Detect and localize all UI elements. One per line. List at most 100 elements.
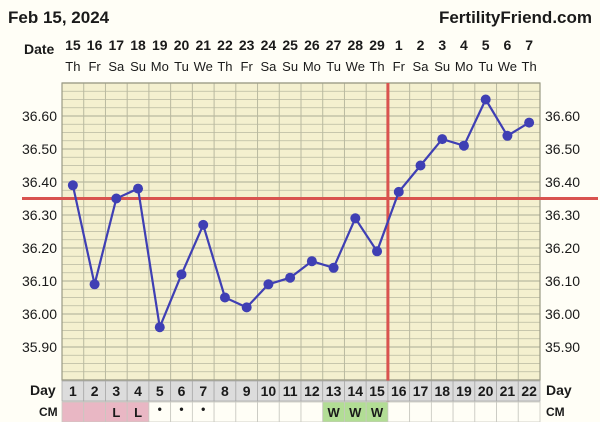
cm-cell xyxy=(278,401,302,422)
date-label: 6 xyxy=(504,37,512,53)
weekday-label: Mo xyxy=(151,59,169,74)
temperature-point xyxy=(415,160,426,171)
date-label: 21 xyxy=(195,37,211,53)
weekday-label: Fr xyxy=(241,59,254,74)
cm-entry: L xyxy=(112,405,120,420)
weekday-label: Mo xyxy=(455,59,473,74)
date-label: 16 xyxy=(87,37,103,53)
temperature-point xyxy=(393,186,404,197)
cm-cell xyxy=(409,401,432,422)
day-number: 17 xyxy=(413,383,429,399)
day-cell xyxy=(517,380,541,402)
y-tick-label-right: 36.50 xyxy=(545,141,580,157)
y-tick-label-left: 36.00 xyxy=(22,306,57,322)
day-row-label-right: Day xyxy=(546,382,572,398)
temperature-point xyxy=(350,213,361,224)
day-number: 11 xyxy=(283,383,298,399)
y-tick-label-left: 36.20 xyxy=(22,240,57,256)
weekday-label: Tu xyxy=(478,59,493,74)
temperature-line xyxy=(71,97,530,332)
temperature-point xyxy=(198,219,209,230)
day-number: 7 xyxy=(199,383,207,399)
y-tick-label-left: 36.60 xyxy=(22,108,57,124)
y-tick-label-right: 36.00 xyxy=(545,306,580,322)
day-number: 9 xyxy=(243,383,251,399)
weekday-label: We xyxy=(194,59,213,74)
cm-cell xyxy=(387,401,411,422)
y-tick-label-left: 36.50 xyxy=(22,141,57,157)
temperature-point xyxy=(306,256,317,267)
temperature-point xyxy=(176,269,187,280)
temperature-point xyxy=(458,140,469,151)
date-row-label: Date xyxy=(24,41,55,57)
date-label: 23 xyxy=(239,37,255,53)
date-label: 22 xyxy=(217,37,233,53)
weekday-label: Su xyxy=(130,59,146,74)
plot-border xyxy=(61,82,541,381)
date-label: 28 xyxy=(348,37,364,53)
y-tick-label-left: 35.90 xyxy=(22,339,57,355)
cm-entry: L xyxy=(134,405,142,420)
temperature-point xyxy=(328,262,339,273)
cm-entry: • xyxy=(179,402,183,416)
day-number: 13 xyxy=(326,383,342,399)
weekday-label: Su xyxy=(434,59,450,74)
temperature-point xyxy=(154,322,165,333)
temperature-point xyxy=(133,183,144,194)
temperature-point xyxy=(111,193,122,204)
weekday-label: Sa xyxy=(260,59,277,74)
cm-entry: • xyxy=(201,402,205,416)
date-label: 19 xyxy=(152,37,168,53)
cm-entry: • xyxy=(158,402,162,416)
day-number: 1 xyxy=(69,383,77,399)
weekday-label: We xyxy=(346,59,365,74)
day-number: 16 xyxy=(391,383,407,399)
cm-cell xyxy=(61,401,85,422)
date-label: 7 xyxy=(525,37,533,53)
y-tick-label-right: 35.90 xyxy=(545,339,580,355)
date-label: 24 xyxy=(261,37,277,53)
weekday-label: Th xyxy=(369,59,384,74)
y-tick-label-left: 36.10 xyxy=(22,273,57,289)
date-label: 17 xyxy=(109,37,125,53)
day-number: 2 xyxy=(91,383,99,399)
cm-entry: W xyxy=(327,405,340,420)
date-label: 20 xyxy=(174,37,190,53)
date-label: 5 xyxy=(482,37,490,53)
weekday-label: Fr xyxy=(88,59,101,74)
date-label: 1 xyxy=(395,37,403,53)
cm-cell xyxy=(83,401,106,422)
day-number: 22 xyxy=(521,383,537,399)
y-tick-label-left: 36.40 xyxy=(22,174,57,190)
day-number: 5 xyxy=(156,383,164,399)
date-label: 26 xyxy=(304,37,320,53)
day-number: 8 xyxy=(221,383,229,399)
day-number: 3 xyxy=(112,383,120,399)
day-number: 21 xyxy=(500,383,516,399)
y-tick-label-left: 36.30 xyxy=(22,207,57,223)
cm-entry: W xyxy=(349,405,362,420)
weekday-label: Tu xyxy=(174,59,189,74)
temperature-point xyxy=(480,94,491,105)
y-tick-label-right: 36.30 xyxy=(545,207,580,223)
date-label: 15 xyxy=(65,37,81,53)
date-label: 3 xyxy=(438,37,446,53)
date-label: 18 xyxy=(130,37,146,53)
day-row-label-left: Day xyxy=(30,382,56,398)
weekday-label: Su xyxy=(282,59,298,74)
weekday-label: We xyxy=(498,59,517,74)
temperature-point xyxy=(437,134,448,145)
weekday-label: Mo xyxy=(303,59,321,74)
cm-cell xyxy=(474,401,497,422)
cm-cell xyxy=(452,401,476,422)
day-number: 14 xyxy=(348,383,364,399)
day-number: 12 xyxy=(304,383,320,399)
date-label: 4 xyxy=(460,37,468,53)
y-tick-label-right: 36.60 xyxy=(545,108,580,124)
day-number: 4 xyxy=(134,383,142,399)
weekday-label: Sa xyxy=(108,59,125,74)
y-tick-label-right: 36.10 xyxy=(545,273,580,289)
cm-cell xyxy=(235,401,258,422)
